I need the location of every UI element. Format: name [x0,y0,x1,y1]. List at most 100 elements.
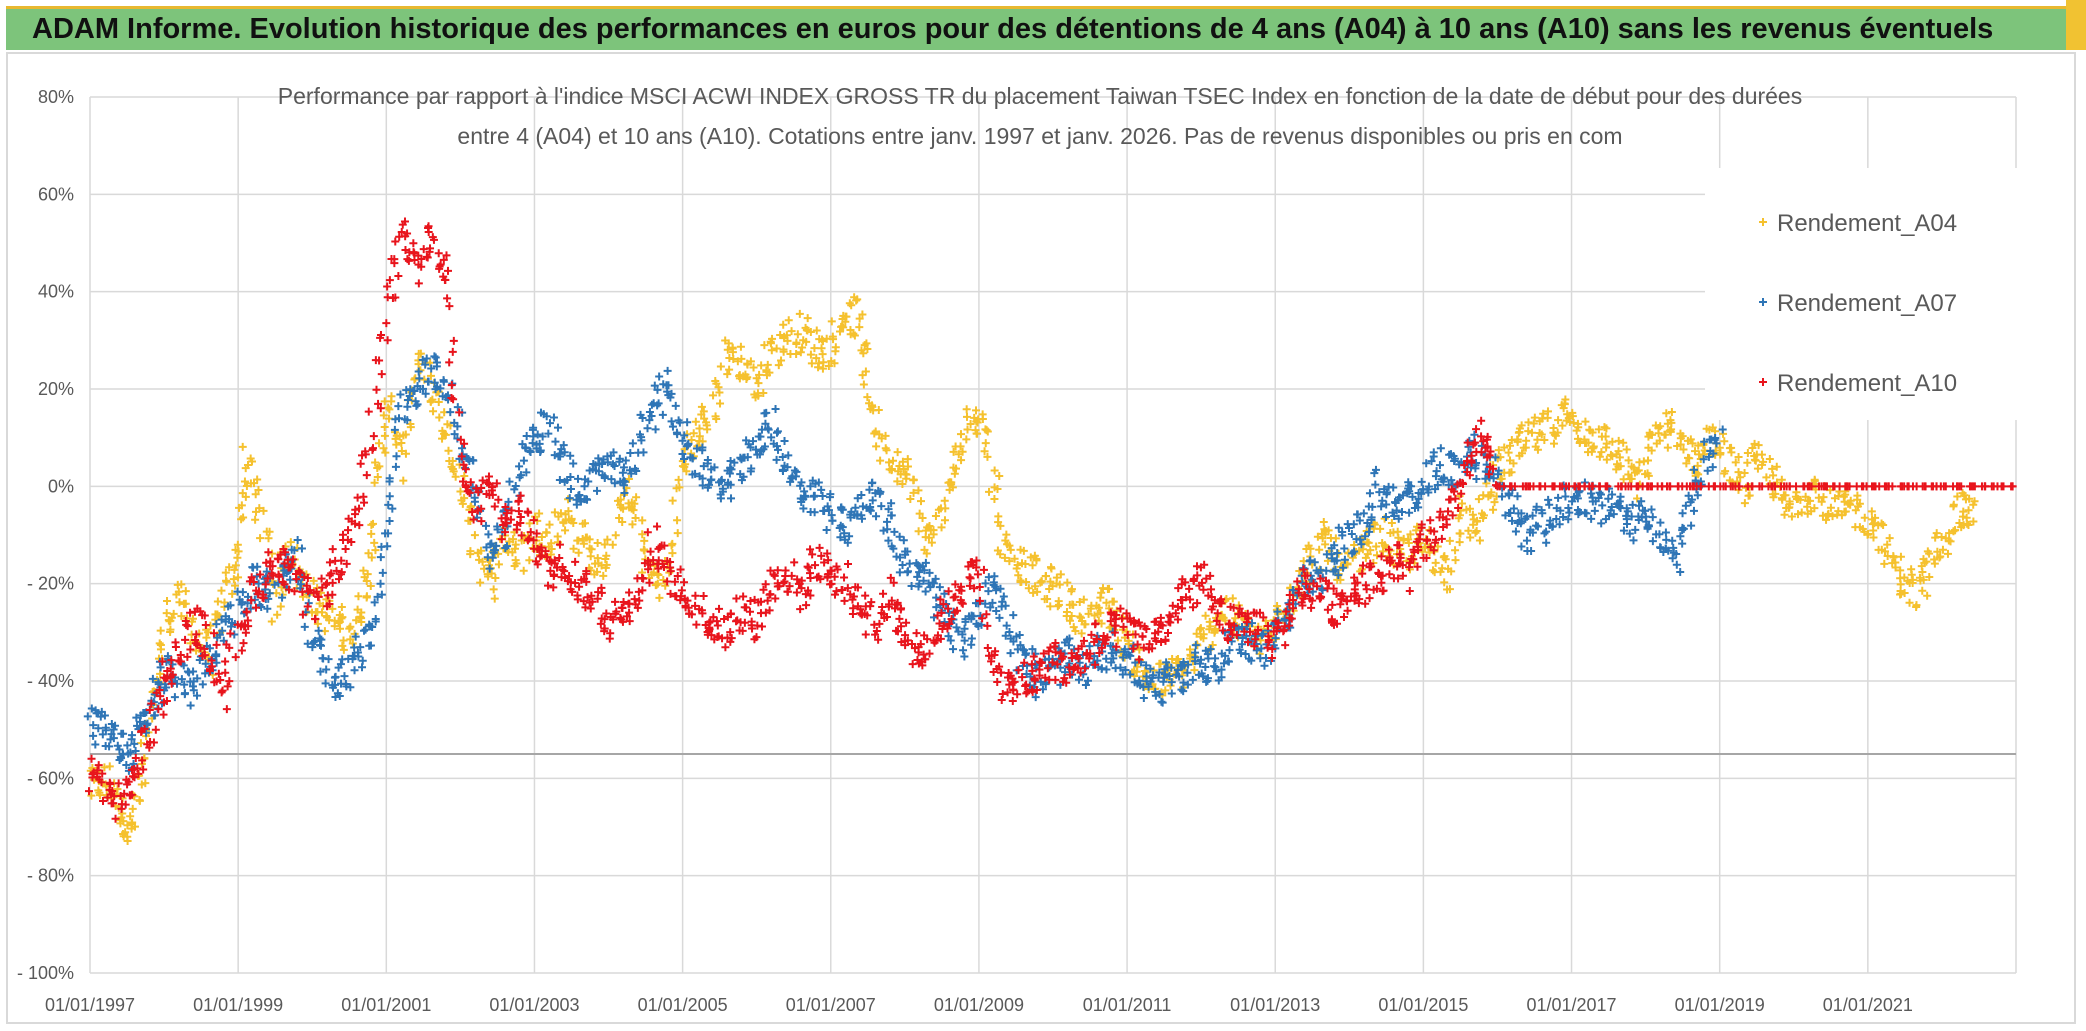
data-point [1710,435,1719,444]
data-point [831,347,840,356]
data-point [667,417,676,426]
data-point [225,677,234,686]
data-point [417,255,426,264]
data-point [1382,500,1391,509]
data-point [376,330,385,339]
data-point [1096,608,1105,617]
data-point [1479,513,1488,522]
data-point [1176,596,1185,605]
data-point [760,341,769,350]
data-point [778,452,787,461]
data-point [1079,595,1088,604]
data-point [914,486,923,495]
legend-label: Rendement_A04 [1777,210,1957,237]
data-point [1517,542,1526,551]
data-point [382,319,391,328]
data-point [1029,588,1038,597]
data-point [175,657,184,666]
data-point [1573,419,1582,428]
data-point [583,593,592,602]
data-point [818,350,827,359]
data-point [1925,572,1934,581]
data-point [198,680,207,689]
data-point [747,464,756,473]
data-point [909,488,918,497]
data-point [909,476,918,485]
data-point [827,317,836,326]
data-point [414,367,423,376]
data-point [418,384,427,393]
data-point [1949,527,1958,536]
data-point [483,553,492,562]
data-point [1896,552,1905,561]
data-point [715,604,724,613]
data-point [1473,516,1482,525]
data-point [259,506,268,515]
data-point [599,571,608,580]
data-point [1663,443,1672,452]
data-point [127,790,136,799]
data-point [931,574,940,583]
data-point [804,586,813,595]
data-point [981,579,990,588]
data-point [1126,651,1135,660]
data-point [418,355,427,364]
data-point [895,568,904,577]
data-point [342,559,351,568]
data-point [131,747,140,756]
data-point [678,449,687,458]
data-point [1365,522,1374,531]
data-point [1458,499,1467,508]
data-point [1385,570,1394,579]
data-point [651,425,660,434]
data-point [557,445,566,454]
data-point [1745,491,1754,500]
data-point [823,573,832,581]
data-point [793,330,802,339]
data-point [172,590,181,599]
data-point [959,646,968,655]
data-point [702,418,711,427]
data-point [505,477,514,486]
data-point [1753,464,1762,473]
data-point [1030,674,1039,683]
data-point [877,502,886,511]
data-point [1186,654,1195,663]
data-point [241,628,250,637]
data-point [1435,461,1444,470]
data-point [189,667,198,676]
data-point [680,431,689,440]
data-point [582,495,591,504]
data-point [1625,529,1634,538]
data-point [1544,495,1553,504]
data-point [1508,516,1517,525]
data-point [410,256,419,265]
data-point [725,353,734,362]
data-point [1398,508,1407,517]
data-point [800,487,809,496]
data-point [1602,439,1611,448]
data-point [1455,538,1464,547]
data-point [156,626,165,635]
data-point [1938,545,1947,554]
data-point [990,466,999,475]
data-point [1365,489,1374,498]
data-point [937,523,946,532]
data-point [783,463,792,472]
data-point [972,556,981,565]
data-point [516,491,525,500]
data-point [997,668,1006,677]
data-point [1333,619,1342,628]
data-point [716,399,725,408]
data-point [635,596,644,605]
data-point [231,653,240,662]
data-point [984,587,993,596]
data-point [593,554,602,563]
data-point [1051,639,1060,648]
data-point [659,576,668,585]
data-point [990,651,999,660]
data-point [846,330,855,339]
data-point [1472,425,1481,434]
data-point [332,566,341,575]
data-point [537,533,546,542]
